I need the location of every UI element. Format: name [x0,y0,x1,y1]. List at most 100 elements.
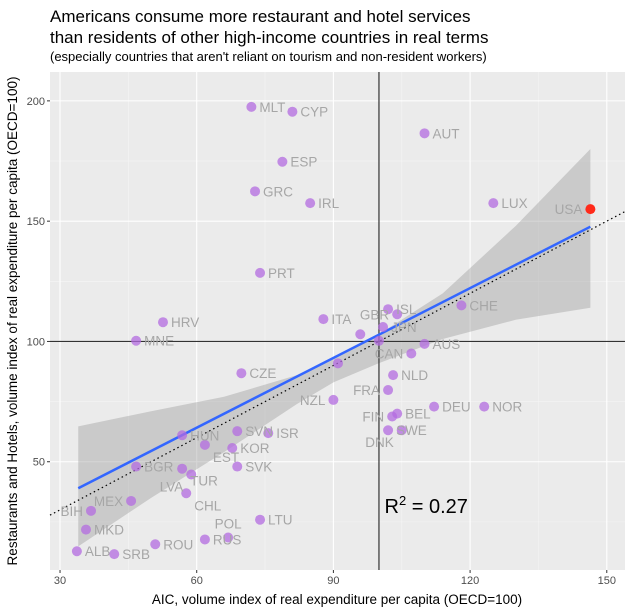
point-fin [387,411,398,422]
point-irl [305,198,316,209]
point-alb [71,546,82,557]
point-ltu [255,514,266,525]
point-nld [388,370,399,381]
point-label-isr: ISR [276,426,299,441]
point-aut [419,128,430,139]
point-label-svn: SVN [245,424,273,439]
point-label-cze: CZE [249,366,276,381]
point-hrv [157,317,168,328]
r-squared-annotation: R2 = 0.27 [385,493,468,518]
point-label-pol: POL [215,517,243,532]
point-label-mex: MEX [94,494,123,509]
point-est [199,439,210,450]
point-rus [199,534,210,545]
point-label-deu: DEU [442,400,471,415]
point-label-nld: NLD [401,368,428,383]
point-label-alb: ALB [85,544,111,559]
point-svn [232,426,243,437]
x-tick-label: 30 [54,575,66,587]
point-swe [383,425,394,436]
point-label-aus: AUS [433,337,461,352]
point-labels: MLT CYP AUT ESP GRC IRL LUX USA PRT ITA HRV MNE ISL G… [60,100,582,562]
point-chl [181,488,192,499]
point-label-jpn: JPN [391,320,417,335]
point-label-rus: RUS [213,532,242,547]
y-tick-label: 100 [27,336,45,348]
point-label-isl: ISL [396,302,417,317]
point-esp [277,156,288,167]
point-label-kor: KOR [240,441,270,456]
point-label-gbr: GBR [360,307,390,322]
point-tur [177,463,188,474]
point-ita [318,314,329,325]
x-axis-title: AIC, volume index of real expenditure pe… [152,592,522,607]
y-tick-label: 50 [33,457,45,469]
point-label-can: CAN [375,346,404,361]
point-label-nzl: NZL [300,393,326,408]
point-cze [236,368,247,379]
point-unlabeled [332,358,343,369]
point-nor [479,401,490,412]
point-nzl [328,394,339,405]
point-label-lva: LVA [160,479,184,494]
point-label-prt: PRT [268,266,295,281]
point-kor [227,443,238,454]
point-mne [131,335,142,346]
point-label-swe: SWE [396,423,427,438]
regression-line [77,225,591,490]
point-hun [177,430,188,441]
point-pol [223,532,234,543]
point-label-cyp: CYP [300,105,328,120]
point-label-usa: USA [555,202,583,217]
point-rou [150,539,161,550]
point-label-grc: GRC [263,184,293,199]
point-label-svk: SVK [245,460,272,475]
point-label-hrv: HRV [171,315,199,330]
point-label-chl: CHL [194,498,221,513]
point-isr [263,428,274,439]
points [71,101,596,560]
point-can [406,348,417,359]
x-tick-label: 150 [598,575,616,587]
point-srb [109,549,120,560]
point-bih [86,505,97,516]
point-fra [383,385,394,396]
point-label-tur: TUR [190,474,218,489]
plot-panel [50,72,625,570]
x-tick-label: 60 [191,575,203,587]
point-label-hun: HUN [190,428,219,443]
point-label-fin: FIN [362,410,384,425]
y-tick-label: 150 [27,216,45,228]
point-label-mkd: MKD [94,523,124,538]
point-cyp [287,106,298,117]
point-isl [383,304,394,315]
chart-title-line-1: Americans consume more restaurant and ho… [50,7,470,26]
point-aus [419,338,430,349]
point-dnk [396,425,407,436]
point-label-mlt: MLT [259,100,285,115]
point-mlt [246,101,257,112]
point-lva [186,469,197,480]
point-label-bgr: BGR [144,460,174,475]
point-label-ita: ITA [331,312,351,327]
point-label-bih: BIH [60,504,83,519]
point-label-ltu: LTU [268,513,293,528]
point-label-dnk: DNK [365,435,394,450]
point-label-est: EST [213,450,239,465]
axis-ticks: 30 60 90 120 150 50 100 150 200 [27,96,616,587]
point-bgr [131,461,142,472]
point-grc [250,186,261,197]
point-jpn [378,322,389,333]
point-label-irl: IRL [318,196,340,211]
point-deu [429,401,440,412]
point-label-nor: NOR [492,400,522,415]
point-unlabeled [373,335,384,346]
x-tick-label: 120 [461,575,479,587]
point-label-bel: BEL [405,407,431,422]
point-label-che: CHE [469,298,498,313]
point-label-esp: ESP [290,155,317,170]
point-label-aut: AUT [433,126,460,141]
chart-subtitle: (especially countries that aren't relian… [50,49,487,64]
point-svk [232,461,243,472]
